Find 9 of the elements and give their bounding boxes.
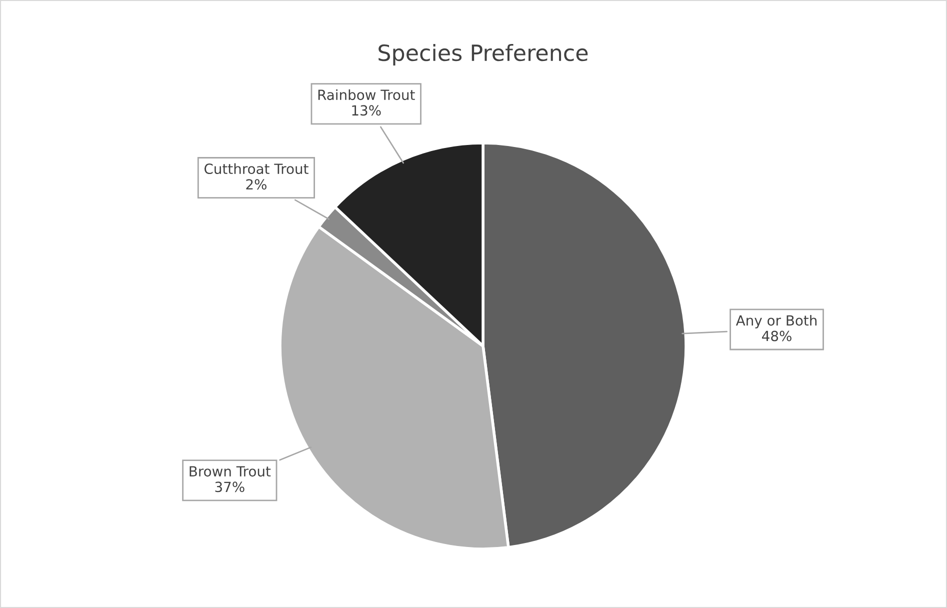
data-label: 2%: [246, 179, 266, 190]
data-label: 13%: [352, 105, 381, 116]
data-label: 37%: [215, 482, 244, 492]
slice-label: Brown Trout: [190, 466, 271, 477]
slice-label: Rainbow Trout: [318, 89, 415, 100]
chart-title: Species Preference: [378, 44, 588, 66]
data-label: 48%: [762, 330, 792, 342]
slice-label: Cutthroat Trout: [204, 163, 308, 174]
slice-label: Any or Both: [736, 314, 817, 328]
